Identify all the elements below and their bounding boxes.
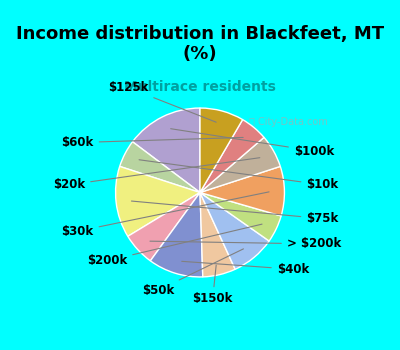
Text: $20k: $20k xyxy=(53,158,260,191)
Wedge shape xyxy=(120,142,200,192)
Wedge shape xyxy=(200,193,235,277)
Text: $75k: $75k xyxy=(132,201,338,225)
Wedge shape xyxy=(200,166,284,216)
Wedge shape xyxy=(200,193,269,269)
Text: $60k: $60k xyxy=(62,136,243,149)
Wedge shape xyxy=(132,108,200,193)
Text: $100k: $100k xyxy=(171,129,334,158)
Text: $10k: $10k xyxy=(139,160,338,191)
Text: > $200k: > $200k xyxy=(150,237,341,250)
Wedge shape xyxy=(200,138,280,193)
Text: $50k: $50k xyxy=(142,249,244,297)
Wedge shape xyxy=(116,166,200,236)
Wedge shape xyxy=(200,120,264,192)
Wedge shape xyxy=(128,193,200,261)
Text: Income distribution in Blackfeet, MT
(%): Income distribution in Blackfeet, MT (%) xyxy=(16,25,384,63)
Text: $150k: $150k xyxy=(192,265,233,305)
Text: ⓘ City-Data.com: ⓘ City-Data.com xyxy=(249,117,327,127)
Wedge shape xyxy=(200,108,243,193)
Text: $30k: $30k xyxy=(62,192,269,238)
Text: $200k: $200k xyxy=(87,224,262,267)
Text: $40k: $40k xyxy=(182,261,309,276)
Text: Multirace residents: Multirace residents xyxy=(124,80,276,94)
Wedge shape xyxy=(150,193,203,277)
Wedge shape xyxy=(200,193,281,241)
Text: $125k: $125k xyxy=(108,81,216,122)
